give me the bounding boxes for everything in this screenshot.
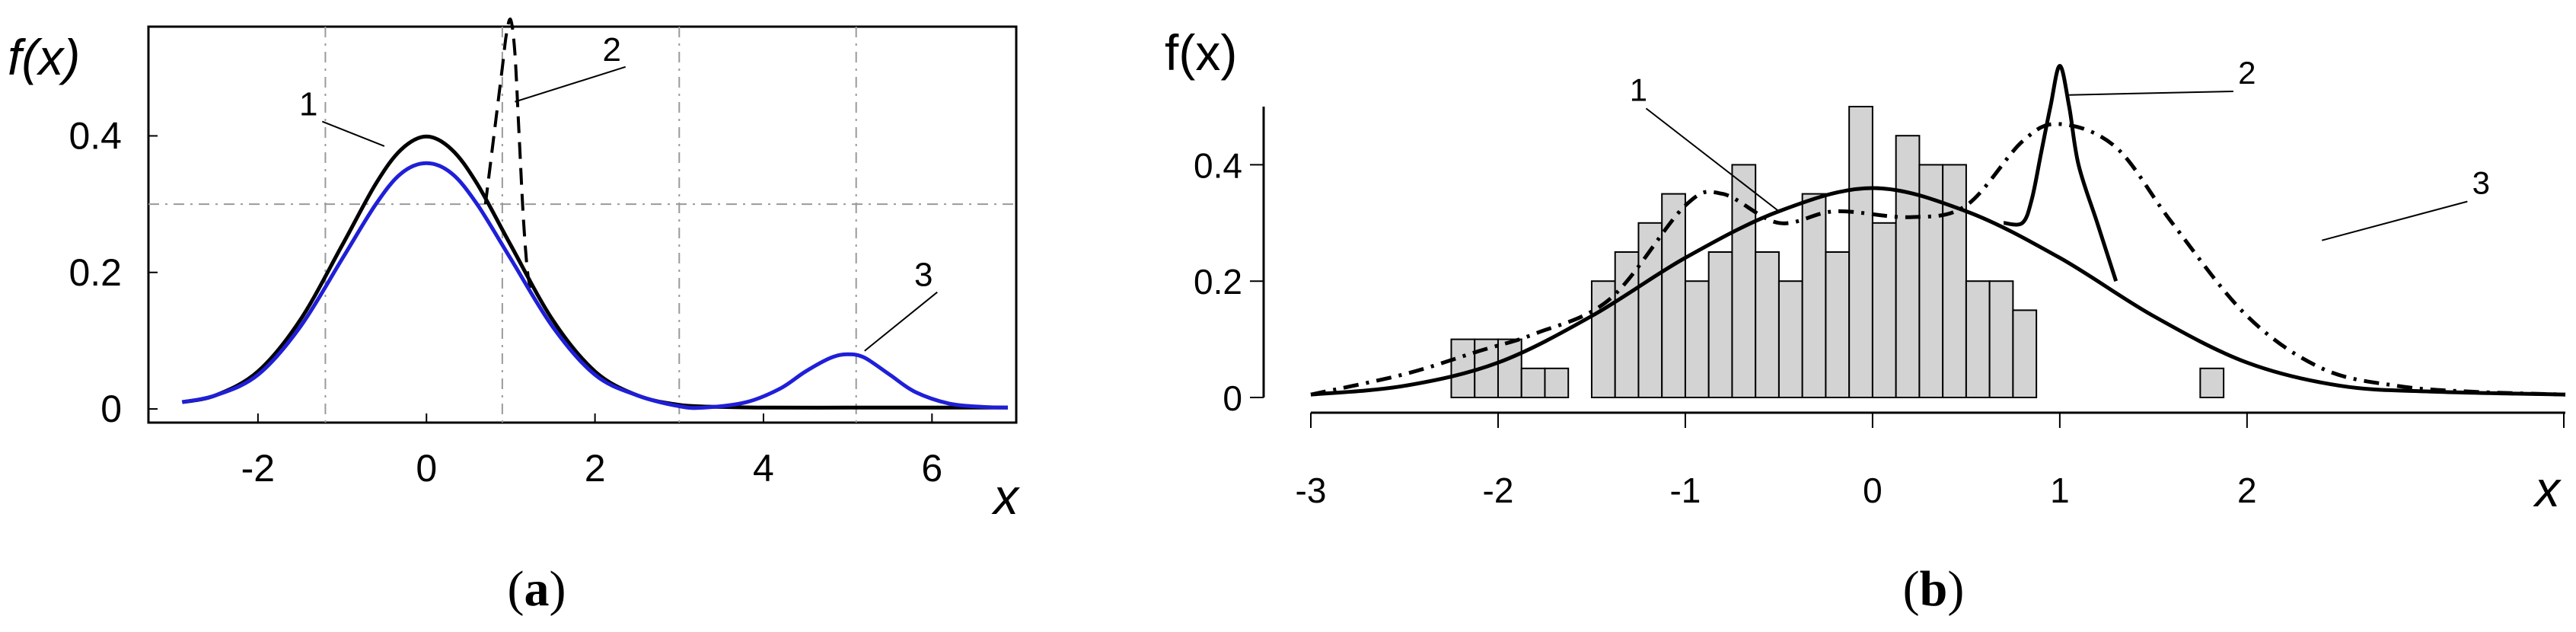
histogram-bar	[1590, 280, 1616, 399]
histogram-bar	[1450, 338, 1476, 399]
x-tick-label: 4	[753, 447, 774, 490]
x-axis-label-b: x	[2533, 461, 2562, 517]
y-tick-label-b: 0.4	[1194, 145, 1242, 185]
histogram-bar	[1497, 338, 1522, 399]
histogram-bar	[1801, 193, 1827, 398]
histogram-bar	[1942, 164, 1967, 398]
series-1-line	[1310, 186, 2566, 397]
ticks-a: -2 0 2 4 6 0 0.2 0.4	[69, 114, 942, 490]
panel-a: -2 0 2 4 6 0 0.2 0.4 1 2 3 f(x) x (a)	[8, 18, 1020, 617]
y-tick-label-b: 0	[1223, 378, 1242, 418]
series-a	[181, 18, 1008, 410]
annotation-leader	[2321, 200, 2468, 241]
histogram-bar	[1825, 251, 1851, 398]
x-tick-label-b: 1	[2050, 471, 2070, 510]
panel-b: 0 0.2 0.4 -3 -2 -1 0 1 2 1 2 3 f(x) x (b)	[1165, 24, 2566, 617]
x-tick-label-b: 0	[1863, 471, 1883, 510]
panel-label-a: (a)	[508, 561, 566, 617]
histogram-bar	[1520, 367, 1546, 398]
histogram-bar	[1777, 280, 1803, 399]
annotations-b: 1 2 3	[1630, 55, 2490, 241]
annotation-label: 2	[2238, 55, 2256, 91]
histogram-bar	[1848, 106, 1873, 398]
histogram-bar	[1988, 280, 2014, 399]
y-axis-label-b: f(x)	[1165, 24, 1237, 81]
series-1-line	[181, 134, 1008, 410]
y-tick-label: 0.4	[69, 114, 122, 157]
histogram-bar	[1707, 251, 1733, 398]
histogram-bar	[2199, 367, 2225, 398]
x-tick-label: 0	[416, 447, 437, 490]
x-tick-label: 6	[921, 447, 942, 490]
series-2-line	[2003, 64, 2119, 282]
annotations-a: 1 2 3	[299, 31, 938, 352]
y-axis-label-a: f(x)	[8, 29, 80, 85]
histogram-bar	[1544, 367, 1570, 398]
x-axis-b: -3 -2 -1 0 1 2	[1296, 411, 2565, 510]
y-tick-label: 0.2	[69, 251, 122, 294]
histogram-bar	[1684, 280, 1710, 399]
histogram-bar	[1895, 135, 1921, 398]
x-tick-label-b: -2	[1483, 471, 1514, 510]
annotation-leader	[864, 291, 938, 352]
y-tick-label: 0	[100, 388, 122, 430]
series-b	[1310, 64, 2566, 397]
x-tick-label-b: -1	[1669, 471, 1701, 510]
histogram-bar	[1965, 280, 1991, 399]
histogram-bar	[1614, 251, 1640, 398]
histogram-bar	[1755, 251, 1780, 398]
annotation-label: 2	[602, 31, 620, 69]
annotation-label: 3	[2472, 165, 2490, 201]
x-tick-label-b: 2	[2237, 471, 2257, 510]
y-tick-label-b: 0.2	[1194, 262, 1242, 302]
x-tick-label: 2	[585, 447, 606, 490]
panel-label-b: (b)	[1903, 561, 1965, 617]
x-tick-label: -2	[241, 447, 275, 490]
annotation-leader	[1645, 107, 1780, 212]
y-axis-b: 0 0.2 0.4	[1194, 107, 1265, 418]
annotation-leader	[321, 120, 385, 147]
annotation-label: 3	[914, 257, 933, 294]
x-axis-label-a: x	[991, 468, 1020, 525]
annotation-leader	[2069, 91, 2233, 96]
plot-frame-a	[147, 25, 1018, 424]
x-tick-label-b: -3	[1296, 471, 1327, 510]
annotation-label: 1	[1630, 72, 1647, 107]
histogram-bar	[1871, 222, 1897, 398]
annotation-label: 1	[299, 86, 317, 123]
annotation-leader	[515, 65, 626, 103]
histogram-bar	[1661, 193, 1686, 398]
series-3-line	[1310, 122, 2566, 397]
histogram-bar	[1918, 164, 1944, 398]
histogram-bar	[1731, 164, 1757, 398]
series-3-line	[181, 161, 1008, 410]
histogram-bar	[2012, 309, 2038, 398]
